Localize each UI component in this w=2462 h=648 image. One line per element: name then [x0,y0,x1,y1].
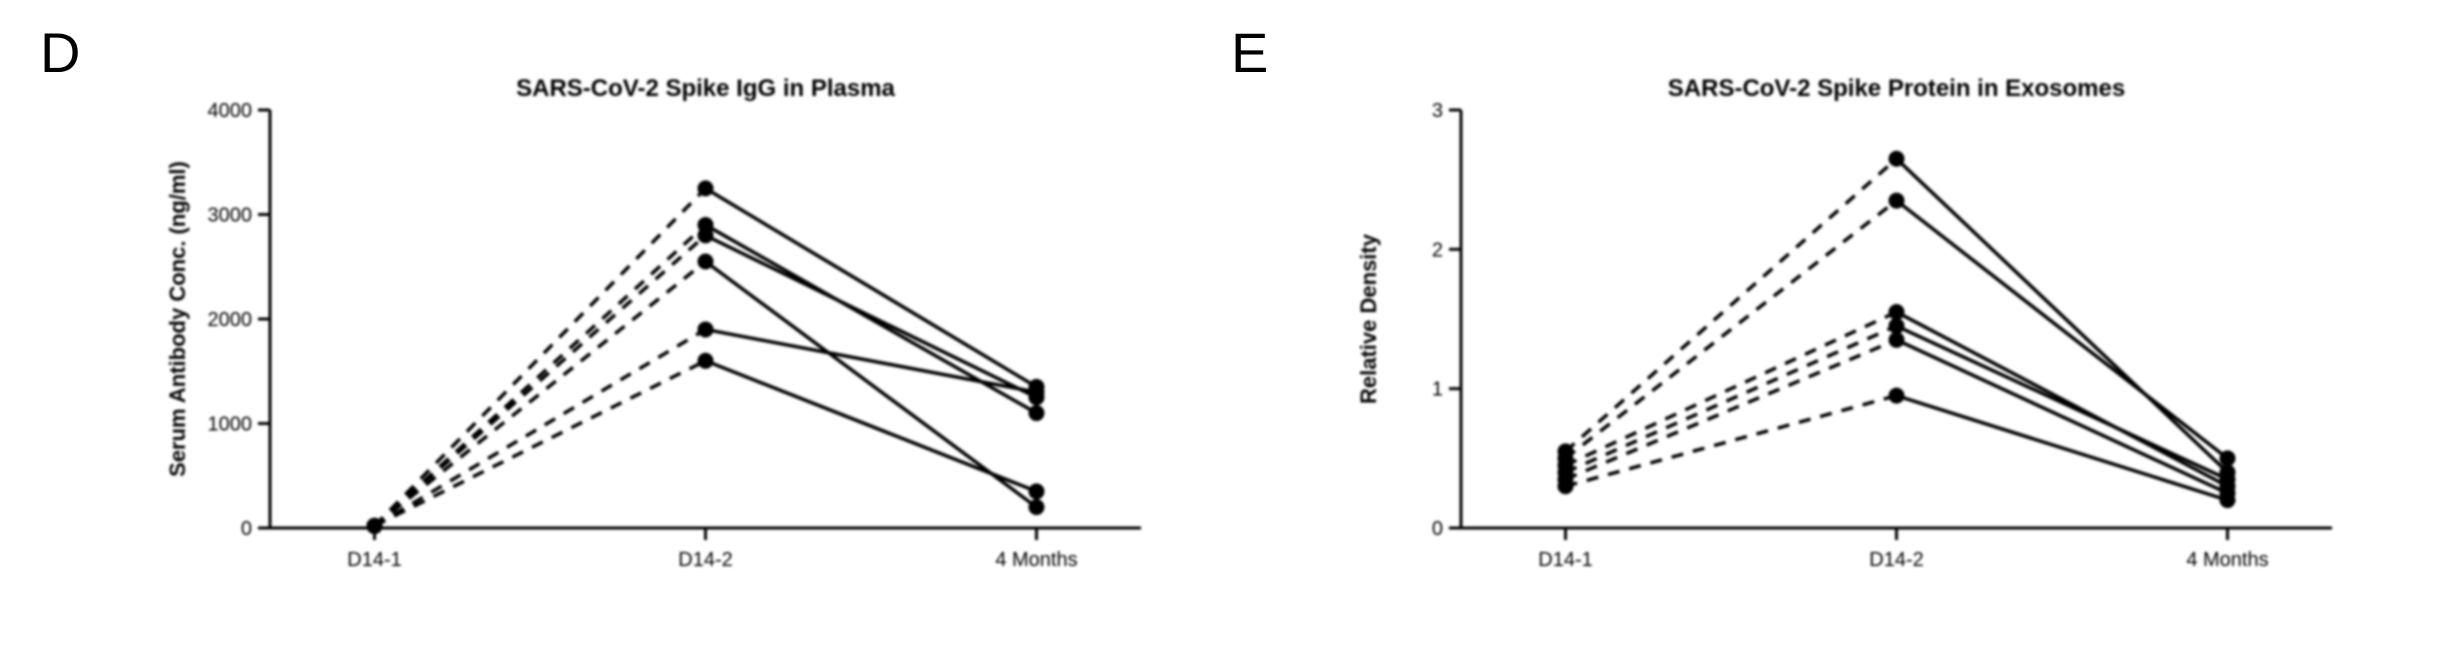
svg-text:D14-1: D14-1 [347,549,401,571]
svg-text:4 Months: 4 Months [2186,549,2268,571]
panel-d: D SARS-CoV-2 Spike IgG in Plasma 0 1000 200… [40,20,1231,628]
panel-e-label: E [1231,20,1268,85]
svg-text:SARS-CoV-2 Spike Protein in Ex: SARS-CoV-2 Spike Protein in Exosomes [1668,75,2125,102]
svg-text:2000: 2000 [208,309,253,331]
svg-text:3000: 3000 [208,205,253,227]
svg-text:0: 0 [241,518,252,540]
svg-text:1000: 1000 [208,414,253,436]
panel-e-chart: SARS-CoV-2 Spike Protein in Exosomes 0 1 2 3… [1341,60,2362,608]
svg-text:D14-2: D14-2 [678,549,732,571]
svg-text:Relative Density: Relative Density [1356,233,1381,404]
svg-text:1: 1 [1432,379,1443,401]
figure-row: D SARS-CoV-2 Spike IgG in Plasma 0 1000 200… [0,0,2462,648]
panel-d-chart: SARS-CoV-2 Spike IgG in Plasma 0 1000 2000 3… [150,60,1171,608]
svg-text:4000: 4000 [208,100,253,122]
svg-text:D14-1: D14-1 [1538,549,1592,571]
svg-text:Serum Antibody Conc. (ng/ml): Serum Antibody Conc. (ng/ml) [165,161,190,477]
svg-text:D14-2: D14-2 [1869,549,1923,571]
panel-e: E SARS-CoV-2 Spike Protein in Exosomes 0 1… [1231,20,2422,628]
svg-text:0: 0 [1432,518,1443,540]
svg-text:3: 3 [1432,100,1443,122]
svg-text:4 Months: 4 Months [995,549,1077,571]
svg-text:2: 2 [1432,239,1443,261]
panel-d-label: D [40,20,80,85]
svg-text:SARS-CoV-2 Spike IgG in Plasma: SARS-CoV-2 Spike IgG in Plasma [516,75,895,102]
